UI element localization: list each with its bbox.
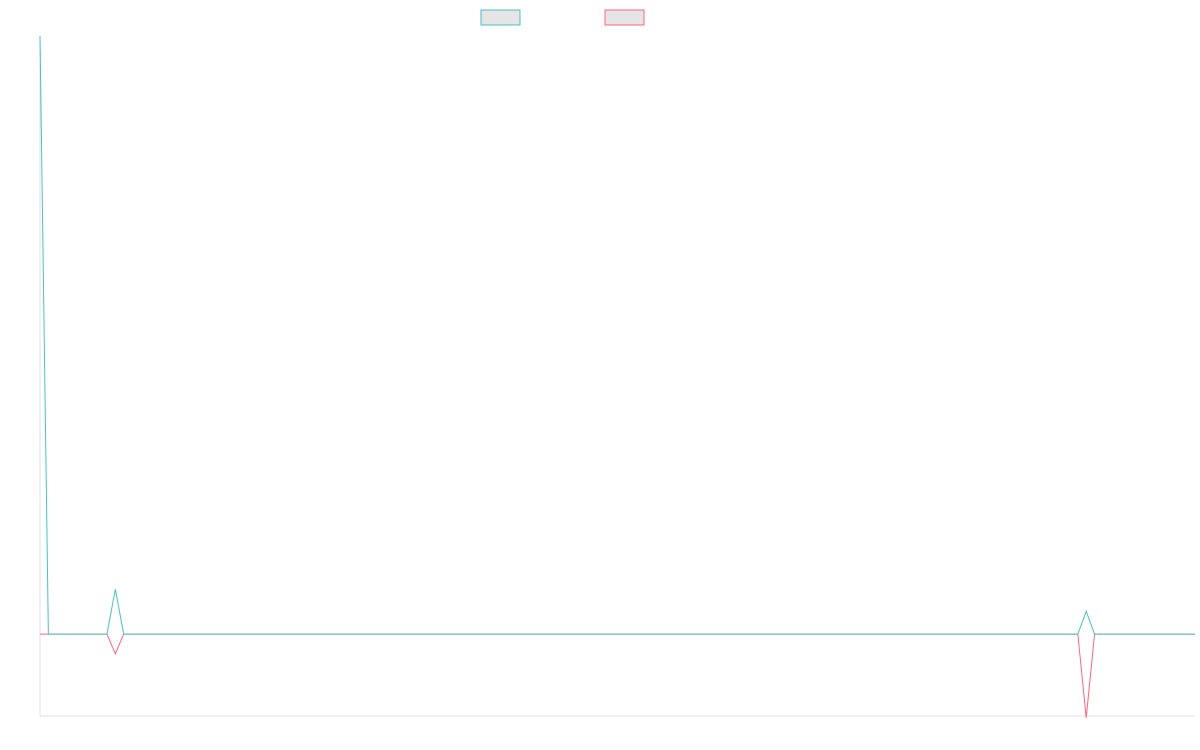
legend-item-2[interactable] [604,9,645,26]
series-line-1 [39,35,1195,635]
legend-item-1[interactable] [480,9,521,26]
legend [480,9,645,26]
series-line-2 [40,633,1195,718]
